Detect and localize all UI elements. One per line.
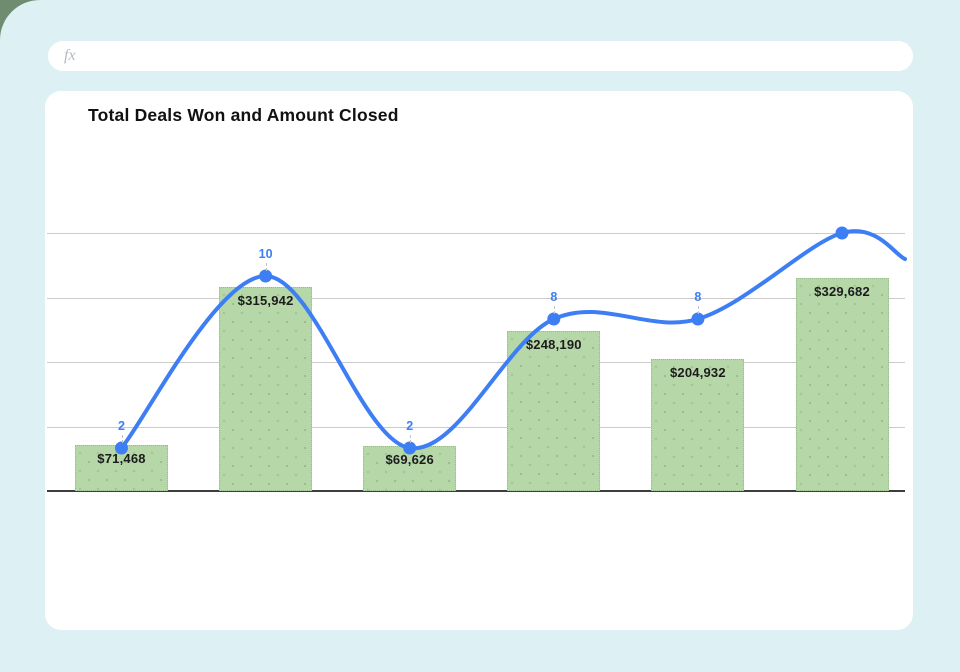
line-point[interactable]: [259, 269, 273, 283]
line-point[interactable]: [835, 226, 849, 240]
line-value-label: 10: [258, 247, 273, 261]
plot-area: $71,468 $315,942 $69,626 $248,190 $204,932 $3…: [47, 226, 907, 492]
deals-line-chart: [115, 226, 907, 455]
line-value-label: 2: [406, 419, 414, 433]
label-leader-line: [409, 435, 411, 443]
line-point[interactable]: [115, 441, 128, 455]
bar-value-label: $71,468: [97, 450, 146, 466]
label-leader-line: [121, 435, 123, 443]
line-point[interactable]: [691, 312, 705, 326]
line-point[interactable]: [547, 312, 561, 326]
x-axis-line: [47, 490, 905, 492]
bar-value-label: $329,682: [814, 284, 870, 300]
line-value-label: 8: [550, 290, 558, 304]
label-leader-line: [265, 263, 267, 271]
fx-icon: fx: [64, 47, 76, 64]
gridline: [47, 426, 905, 428]
line-value-label: 2: [118, 419, 125, 433]
gridline: [47, 362, 905, 363]
deals-line: [119, 229, 907, 451]
chart-card[interactable]: Total Deals Won and Amount Closed $71,46…: [45, 91, 913, 630]
formula-bar[interactable]: fx: [48, 41, 913, 71]
gridline: [47, 233, 905, 234]
label-leader-line: [697, 306, 699, 314]
amount-bar[interactable]: $315,942: [219, 287, 313, 491]
line-point[interactable]: [403, 441, 417, 455]
bar-value-label: $248,190: [525, 336, 582, 352]
label-leader-line: [553, 306, 555, 314]
chart-title: Total Deals Won and Amount Closed: [88, 105, 399, 125]
amount-bar[interactable]: $248,190: [507, 330, 601, 491]
bar-value-label: $69,626: [385, 452, 434, 468]
amount-bar[interactable]: $329,682: [795, 278, 889, 491]
formula-input[interactable]: [85, 48, 897, 64]
gridline: [47, 297, 905, 299]
bar-value-label: $315,942: [237, 293, 294, 309]
amount-bar[interactable]: $204,932: [651, 358, 745, 491]
line-value-label: 8: [694, 290, 702, 304]
bar-value-label: $204,932: [669, 364, 726, 380]
